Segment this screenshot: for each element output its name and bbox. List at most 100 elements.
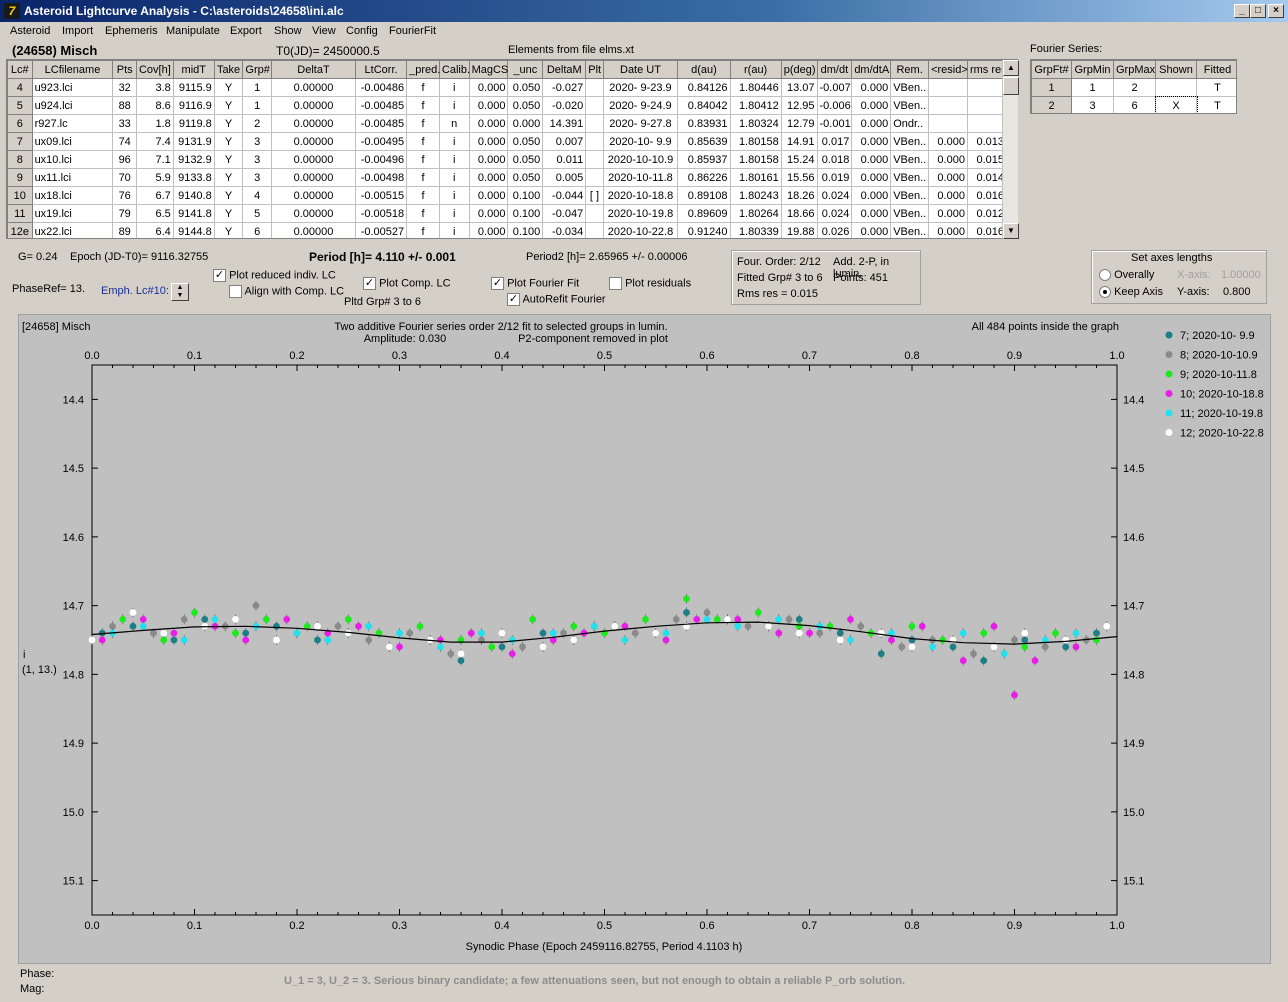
keep-axis-radio[interactable]: Keep Axis [1099, 286, 1163, 299]
table-cell[interactable] [928, 96, 968, 115]
table-cell[interactable]: 70 [112, 168, 137, 187]
table-cell[interactable]: 0.000 [851, 168, 892, 187]
table-row[interactable]: 9 ux11.lci 70 5.9 9133.8 Y 3 0.00000 -0.00498 f i 0… [7, 168, 1008, 187]
close-button[interactable]: × [1268, 4, 1284, 18]
table-cell[interactable]: u923.lci [31, 78, 114, 97]
row-header[interactable]: 8 [7, 150, 33, 169]
table-cell[interactable]: 0.016 [966, 186, 1008, 205]
table-cell[interactable]: 5 [242, 204, 273, 223]
plot-fourier-checkbox[interactable]: ✓ Plot Fourier Fit [491, 277, 580, 290]
table-row[interactable]: 6 r927.lc 33 1.8 9119.8 Y 2 0.00000 -0.00485 f n 0.… [7, 114, 1008, 133]
table-cell[interactable]: VBen.. [890, 222, 930, 238]
table-cell[interactable]: -0.00515 [354, 186, 408, 205]
table-cell[interactable]: 9116.9 [172, 96, 215, 115]
scroll-thumb[interactable] [1003, 77, 1019, 95]
menu-export[interactable]: Export [230, 25, 262, 37]
fourier-cell[interactable]: 6 [1113, 96, 1156, 113]
table-cell[interactable]: VBen.. [890, 78, 930, 97]
table-cell[interactable]: 74 [112, 132, 137, 151]
table-cell[interactable]: -0.044 [542, 186, 587, 205]
table-cell[interactable]: 0.016 [966, 222, 1008, 238]
table-cell[interactable]: 13.07 [780, 78, 818, 97]
table-cell[interactable]: 15.24 [780, 150, 818, 169]
column-header[interactable]: <resid> [928, 60, 968, 79]
column-header[interactable]: r(au) [729, 60, 782, 79]
menu-view[interactable]: View [312, 25, 336, 37]
table-cell[interactable]: -0.047 [542, 204, 587, 223]
table-cell[interactable]: Y [213, 222, 244, 238]
table-cell[interactable] [585, 168, 604, 187]
table-cell[interactable]: 0.026 [816, 222, 853, 238]
table-row[interactable]: 5 u924.lci 88 8.6 9116.9 Y 1 0.00000 -0.00485 f i 0… [7, 96, 1008, 115]
table-cell[interactable]: 0.000 [851, 96, 892, 115]
plot-residuals-checkbox[interactable]: Plot residuals [609, 277, 691, 290]
table-cell[interactable]: 33 [112, 114, 137, 133]
table-cell[interactable]: -0.00495 [354, 132, 408, 151]
table-cell[interactable]: i [438, 150, 470, 169]
plot-area[interactable] [91, 364, 1118, 916]
table-cell[interactable]: f [406, 168, 440, 187]
table-cell[interactable]: 76 [112, 186, 137, 205]
minimize-button[interactable]: _ [1234, 4, 1250, 18]
table-cell[interactable]: 0.000 [851, 204, 892, 223]
table-cell[interactable]: 2020- 9-23.9 [602, 78, 679, 97]
table-cell[interactable]: 0.000 [851, 186, 892, 205]
column-header[interactable]: DeltaM [542, 60, 587, 79]
table-cell[interactable]: ux10.lci [31, 150, 114, 169]
table-cell[interactable] [585, 222, 604, 238]
table-cell[interactable]: 0.050 [507, 96, 544, 115]
fourier-cell[interactable]: 3 [1071, 96, 1114, 113]
menu-config[interactable]: Config [346, 25, 378, 37]
table-cell[interactable]: Y [213, 132, 244, 151]
table-cell[interactable]: 0.050 [507, 168, 544, 187]
table-cell[interactable]: 0.00000 [271, 186, 356, 205]
table-cell[interactable]: 1.80412 [729, 96, 782, 115]
table-cell[interactable]: 12.95 [780, 96, 818, 115]
overally-radio[interactable]: Overally [1099, 269, 1154, 282]
table-cell[interactable]: 1.80158 [729, 150, 782, 169]
table-cell[interactable]: 1 [242, 78, 273, 97]
table-cell[interactable]: 0.00000 [271, 222, 356, 238]
table-cell[interactable]: 0.000 [468, 114, 509, 133]
fourier-column-header[interactable]: GrpFt# [1031, 60, 1072, 79]
table-cell[interactable]: 1 [242, 96, 273, 115]
table-cell[interactable] [928, 78, 968, 97]
table-cell[interactable] [585, 114, 604, 133]
plot-comp-checkbox[interactable]: ✓ Plot Comp. LC [363, 277, 451, 290]
table-cell[interactable]: 1.80243 [729, 186, 782, 205]
table-cell[interactable]: 0.000 [468, 168, 509, 187]
table-cell[interactable]: 0.85639 [677, 132, 731, 151]
table-cell[interactable]: 9144.8 [172, 222, 215, 238]
table-cell[interactable]: 9119.8 [172, 114, 215, 133]
table-cell[interactable]: Ondr.. [890, 114, 930, 133]
table-cell[interactable]: 6.5 [135, 204, 174, 223]
table-cell[interactable]: 9140.8 [172, 186, 215, 205]
column-header[interactable]: Lc# [7, 60, 33, 79]
table-cell[interactable] [585, 132, 604, 151]
table-cell[interactable] [585, 96, 604, 115]
table-cell[interactable]: 0.024 [816, 186, 853, 205]
table-cell[interactable] [585, 204, 604, 223]
scroll-down-icon[interactable]: ▼ [1003, 223, 1019, 239]
table-cell[interactable]: f [406, 114, 440, 133]
table-cell[interactable]: 0.005 [542, 168, 587, 187]
table-cell[interactable]: f [406, 78, 440, 97]
table-cell[interactable]: 0.000 [468, 186, 509, 205]
table-cell[interactable]: 2020-10-10.9 [602, 150, 679, 169]
autorefit-checkbox[interactable]: ✓ AutoRefit Fourier [507, 293, 606, 306]
menu-fourierfit[interactable]: FourierFit [389, 25, 437, 37]
table-cell[interactable]: -0.007 [816, 78, 853, 97]
table-cell[interactable]: 2020-10-11.8 [602, 168, 679, 187]
column-header[interactable]: dm/dt [816, 60, 853, 79]
table-cell[interactable]: Y [213, 114, 244, 133]
table-cell[interactable]: 4 [242, 186, 273, 205]
table-cell[interactable]: 0.89609 [677, 204, 731, 223]
table-cell[interactable]: -0.00485 [354, 114, 408, 133]
scroll-up-icon[interactable]: ▲ [1003, 60, 1019, 76]
table-cell[interactable]: 0.000 [851, 132, 892, 151]
table-cell[interactable]: 89 [112, 222, 137, 238]
table-cell[interactable]: 0.89108 [677, 186, 731, 205]
table-cell[interactable]: Y [213, 186, 244, 205]
menu-show[interactable]: Show [274, 25, 302, 37]
